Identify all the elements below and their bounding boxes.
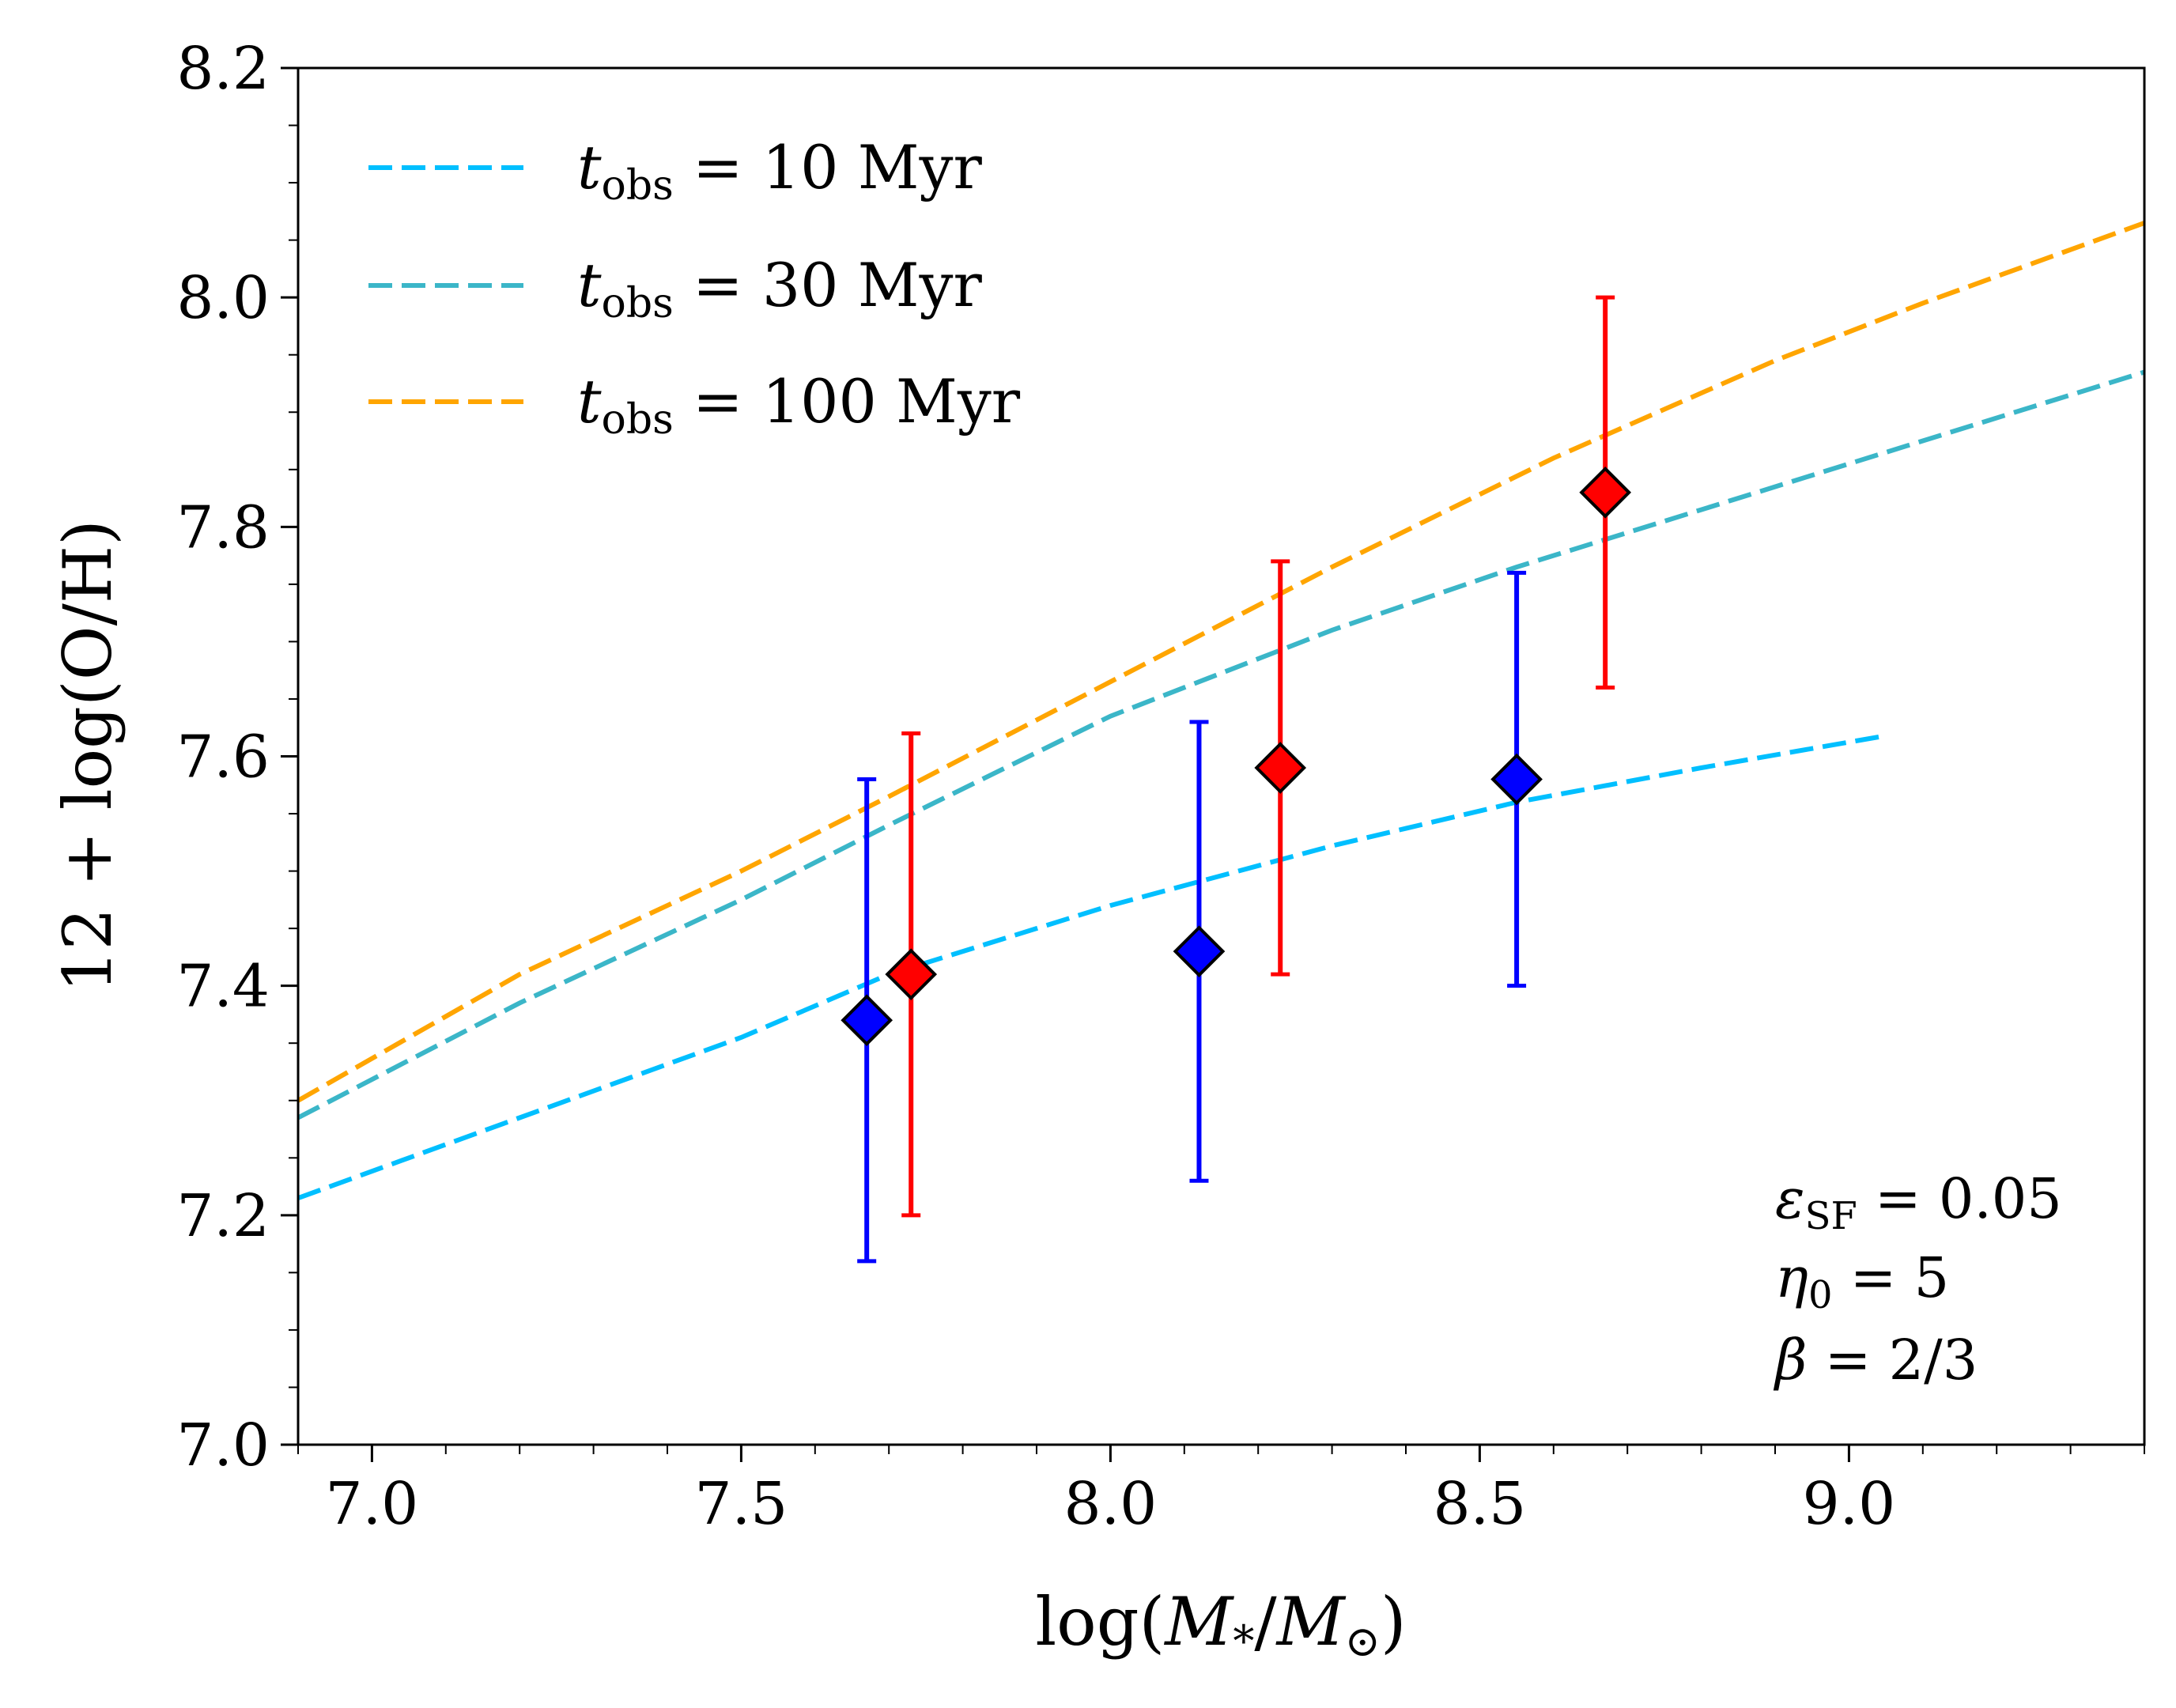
data-point-4 bbox=[1254, 742, 1307, 794]
plot-frame bbox=[297, 66, 2146, 1446]
legend-entry-0: tobs = 10 Myr bbox=[577, 132, 982, 210]
x-axis-label-sub1: * bbox=[1233, 1616, 1254, 1666]
points-layer bbox=[841, 295, 1632, 1264]
data-point-3 bbox=[885, 948, 938, 1000]
x-axis-label-mid: / bbox=[1254, 1583, 1277, 1661]
legend: tobs = 10 Myr tobs = 30 Myr tobs = 100 M… bbox=[368, 132, 1021, 444]
param-beta: β = 2/3 bbox=[1773, 1328, 1978, 1392]
series-line-1 bbox=[297, 369, 2145, 1120]
x-axis-label-sub2: ⊙ bbox=[1345, 1616, 1381, 1666]
tick-labels: 7.0 7.5 8.0 8.5 9.0 7.0 7.2 7.4 7.6 7.8 8.0 8.2 bbox=[176, 35, 1895, 1538]
data-point-0 bbox=[841, 994, 893, 1047]
y-tick-label-1: 7.2 bbox=[176, 1182, 270, 1250]
model-parameters: εSF = 0.05 η0 = 5 β = 2/3 bbox=[1773, 1166, 2062, 1392]
series-line-0 bbox=[297, 733, 1887, 1200]
x-tick-label-3: 8.5 bbox=[1434, 1470, 1527, 1538]
x-axis-label-post: ) bbox=[1381, 1583, 1407, 1661]
ticks-layer bbox=[281, 66, 2145, 1462]
y-tick-label-3: 7.6 bbox=[176, 724, 270, 792]
x-tick-label-0: 7.0 bbox=[326, 1470, 419, 1538]
x-axis-label-m2: M bbox=[1275, 1583, 1347, 1661]
series-line-2 bbox=[297, 221, 2146, 1103]
legend-entry-2: tobs = 100 Myr bbox=[577, 366, 1021, 444]
y-tick-label-5: 8.0 bbox=[176, 264, 270, 332]
legend-entry-1: tobs = 30 Myr bbox=[577, 250, 982, 327]
param-eta-0: η0 = 5 bbox=[1775, 1245, 1949, 1317]
x-axis-label-pre: log( bbox=[1035, 1583, 1165, 1661]
x-tick-label-4: 9.0 bbox=[1803, 1470, 1896, 1538]
param-epsilon-sf: εSF = 0.05 bbox=[1775, 1166, 2062, 1238]
y-axis-label: 12 + log(O/H) bbox=[49, 520, 127, 992]
data-point-2 bbox=[1490, 753, 1543, 806]
y-tick-label-4: 7.8 bbox=[176, 493, 270, 561]
x-tick-label-2: 8.0 bbox=[1064, 1470, 1158, 1538]
y-tick-label-6: 8.2 bbox=[176, 35, 270, 103]
data-point-5 bbox=[1579, 466, 1632, 519]
data-point-1 bbox=[1173, 925, 1226, 977]
series-layer bbox=[297, 221, 2146, 1200]
x-axis-label: log(M*/M⊙) bbox=[1035, 1583, 1406, 1666]
y-tick-label-0: 7.0 bbox=[176, 1411, 270, 1479]
x-axis-label-m1: M bbox=[1163, 1583, 1234, 1661]
y-tick-label-2: 7.4 bbox=[176, 953, 270, 1021]
x-tick-label-1: 7.5 bbox=[695, 1470, 788, 1538]
